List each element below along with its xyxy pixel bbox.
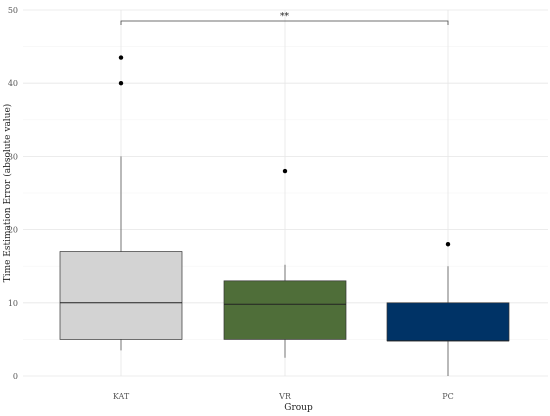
outlier-point	[445, 242, 451, 247]
y-tick-label: 30	[8, 152, 18, 161]
y-tick-label: 20	[8, 226, 18, 235]
x-axis-title: Group	[284, 403, 313, 413]
x-tick-label: VR	[278, 392, 292, 401]
x-tick-label: PC	[442, 392, 454, 401]
y-axis-title: Time Estimation Error (absolute value)	[2, 104, 13, 283]
y-tick-label: 0	[13, 372, 18, 381]
box-pc	[386, 302, 510, 342]
label-layer: 0 10 20 30 40 50 KAT VR PC	[8, 6, 454, 401]
annotation-layer: **	[120, 12, 449, 25]
box-vr	[223, 280, 347, 340]
x-tick-label: KAT	[113, 392, 130, 401]
y-tick-label: 40	[8, 79, 18, 88]
y-tick-label: 10	[8, 299, 18, 308]
y-tick-label: 50	[8, 6, 18, 15]
significance-bracket	[120, 20, 449, 25]
outlier-point	[282, 168, 288, 174]
box-layer	[59, 55, 510, 376]
outlier-point	[118, 81, 124, 86]
box-kat	[59, 251, 183, 340]
significance-label: **	[280, 12, 290, 22]
outlier-point	[118, 55, 124, 60]
